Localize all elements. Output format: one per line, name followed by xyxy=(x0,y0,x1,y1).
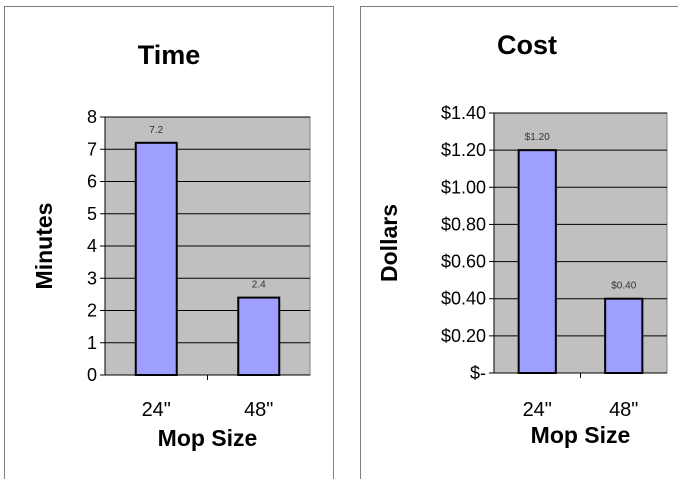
data-label: $0.40 xyxy=(611,281,636,292)
y-tick-label: 3 xyxy=(87,268,97,288)
x-axis-label: Mop Size xyxy=(158,425,258,451)
y-tick-label: 7 xyxy=(87,139,97,159)
bar xyxy=(237,296,281,377)
x-tick-label: 48" xyxy=(609,399,638,421)
y-tick-label: $0.60 xyxy=(441,252,486,272)
y-tick-label: $0.40 xyxy=(441,289,486,309)
y-tick-label: 8 xyxy=(87,107,97,127)
cost-chart-panel: Cost $- $0.20 $0.40 $0.60 $0.80 $1.00 $1.20 $1.4… xyxy=(360,6,678,479)
chart-title: Cost xyxy=(497,30,557,60)
y-tick-label: $- xyxy=(470,363,486,383)
data-label: $1.20 xyxy=(525,132,550,143)
y-tick-label: 0 xyxy=(87,365,97,385)
data-label: 7.2 xyxy=(149,125,163,136)
data-label: 2.4 xyxy=(252,280,266,291)
y-tick-label: $1.00 xyxy=(441,177,486,197)
cost-chart: Cost $- $0.20 $0.40 $0.60 $0.80 $1.00 $1.20 $1.4… xyxy=(376,30,668,448)
x-tick-label: 48" xyxy=(244,399,273,421)
x-tick-label: 24" xyxy=(523,399,552,421)
y-tick-label: $0.80 xyxy=(441,214,486,234)
y-axis-label: Dollars xyxy=(376,204,402,282)
chart-title: Time xyxy=(138,40,201,70)
bar xyxy=(134,141,178,376)
y-tick-label: 6 xyxy=(87,172,97,192)
time-chart-panel: Time 0 1 2 3 4 5 6 7 8 7.2 24" 2.4 48" Mop Size Minutes xyxy=(4,6,334,479)
time-chart: Time 0 1 2 3 4 5 6 7 8 7.2 24" 2.4 48" Mop Size Minutes xyxy=(31,40,311,451)
y-tick-label: 4 xyxy=(87,236,97,256)
y-axis-label: Minutes xyxy=(31,203,57,290)
y-tick-label: 5 xyxy=(87,204,97,224)
y-tick-label: 1 xyxy=(87,333,97,353)
y-tick-label: $1.20 xyxy=(441,140,486,160)
x-tick-label: 24" xyxy=(142,399,171,421)
y-tick-label: $1.40 xyxy=(441,103,486,123)
y-tick-label: 2 xyxy=(87,301,97,321)
y-tick-label: $0.20 xyxy=(441,326,486,346)
x-axis-label: Mop Size xyxy=(531,422,631,448)
bar xyxy=(604,297,644,375)
bar xyxy=(517,149,557,374)
